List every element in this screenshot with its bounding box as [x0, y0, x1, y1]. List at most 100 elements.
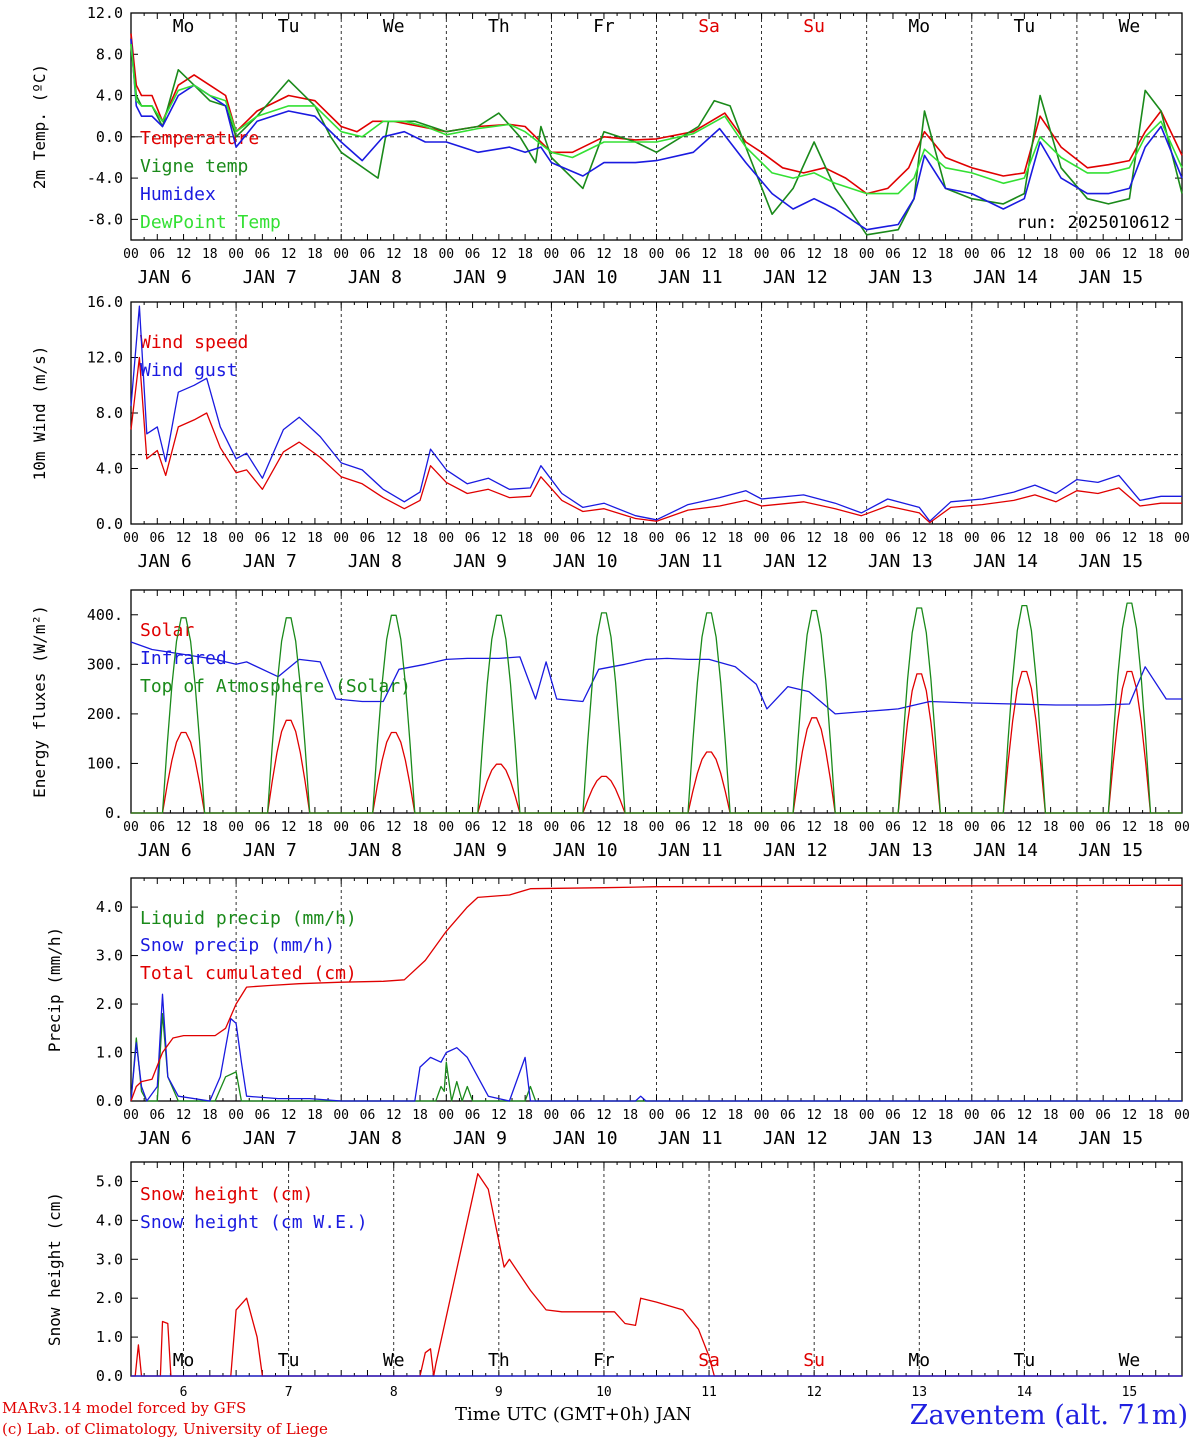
weekday-label: Fr — [593, 1350, 615, 1371]
series-line — [130, 884, 1183, 1102]
hour-label: 06 — [780, 1108, 796, 1123]
hour-label: 00 — [438, 531, 454, 546]
y-tick-label: 2.0 — [96, 995, 123, 1013]
hour-label: 00 — [964, 820, 980, 835]
hour-label: 00 — [754, 820, 770, 835]
hour-label: 18 — [307, 820, 323, 835]
hour-label: 18 — [202, 247, 218, 262]
hour-label: 06 — [255, 247, 271, 262]
hour-label: 00 — [649, 820, 665, 835]
hour-label: 18 — [412, 531, 428, 546]
date-label: JAN 13 — [868, 551, 933, 572]
date-label: JAN 15 — [1078, 267, 1143, 288]
legend-entry: Solar — [140, 620, 194, 641]
y-tick-label: 3.0 — [96, 1250, 123, 1268]
date-label: JAN 8 — [348, 551, 402, 572]
hour-label: 06 — [465, 1108, 481, 1123]
date-label: JAN 15 — [1078, 1128, 1143, 1149]
date-label: JAN 14 — [973, 551, 1038, 572]
hour-label: 12 — [596, 820, 612, 835]
hour-label: 18 — [938, 1108, 954, 1123]
hour-label: 12 — [1017, 247, 1033, 262]
weekday-label: Fr — [593, 16, 615, 37]
legend-entry: Liquid precip (mm/h) — [140, 908, 357, 929]
hour-label: 00 — [859, 1108, 875, 1123]
date-label: JAN 9 — [453, 840, 507, 861]
y-axis-label: Energy fluxes (W/m²) — [30, 605, 49, 798]
hour-label: 18 — [833, 1108, 849, 1123]
weekday-label: Th — [488, 16, 510, 37]
day-number-label: 13 — [911, 1385, 927, 1400]
hour-label: 00 — [964, 531, 980, 546]
y-tick-label: 0.0 — [96, 1092, 123, 1110]
date-label: JAN 8 — [348, 1128, 402, 1149]
date-label: JAN 10 — [553, 1128, 618, 1149]
hour-label: 18 — [938, 531, 954, 546]
day-number-label: 14 — [1017, 1385, 1033, 1400]
hour-label: 00 — [964, 1108, 980, 1123]
date-label: JAN 13 — [868, 267, 933, 288]
hour-label: 00 — [964, 247, 980, 262]
hour-label: 00 — [859, 247, 875, 262]
hour-label: 12 — [491, 820, 507, 835]
run-label: run: 2025010612 — [1016, 213, 1170, 233]
series-line — [130, 356, 1182, 524]
y-tick-label: 1.0 — [96, 1328, 123, 1346]
legend-entry: Wind gust — [140, 360, 238, 381]
series-line — [130, 38, 1183, 231]
hour-label: 06 — [990, 1108, 1006, 1123]
hour-label: 12 — [806, 820, 822, 835]
hour-label: 06 — [675, 531, 691, 546]
hour-label: 18 — [412, 1108, 428, 1123]
hour-label: 06 — [885, 820, 901, 835]
hour-label: 12 — [701, 531, 717, 546]
date-label: JAN 6 — [138, 267, 192, 288]
y-tick-label: 0. — [105, 804, 123, 822]
hour-label: 06 — [149, 820, 165, 835]
hour-label: 12 — [596, 1108, 612, 1123]
y-tick-label: 0.0 — [96, 128, 123, 146]
hour-label: 06 — [570, 247, 586, 262]
hour-label: 18 — [833, 247, 849, 262]
y-tick-label: 5.0 — [96, 1172, 123, 1190]
hour-label: 18 — [938, 820, 954, 835]
hour-label: 18 — [622, 1108, 638, 1123]
weekday-label: Su — [803, 1350, 825, 1371]
hour-label: 00 — [649, 247, 665, 262]
lab-credit: (c) Lab. of Climatology, University of L… — [2, 1420, 328, 1438]
model-credit: MARv3.14 model forced by GFS — [2, 1399, 247, 1417]
date-label: JAN 9 — [453, 267, 507, 288]
y-tick-label: 200. — [87, 705, 123, 723]
hour-label: 12 — [701, 820, 717, 835]
hour-label: 18 — [307, 531, 323, 546]
hour-label: 00 — [228, 820, 244, 835]
hour-label: 00 — [333, 820, 349, 835]
hour-label: 06 — [360, 247, 376, 262]
hour-label: 00 — [754, 247, 770, 262]
date-label: JAN 14 — [973, 840, 1038, 861]
hour-label: 18 — [202, 820, 218, 835]
date-label: JAN 6 — [138, 840, 192, 861]
y-tick-label: 16.0 — [87, 293, 123, 311]
legend-entry: Snow precip (mm/h) — [140, 935, 335, 956]
hour-label: 12 — [386, 1108, 402, 1123]
series-line — [130, 993, 1182, 1102]
hour-label: 06 — [570, 820, 586, 835]
day-number-label: 11 — [701, 1385, 717, 1400]
weekday-label: Mo — [173, 1350, 195, 1371]
y-tick-label: -4.0 — [87, 169, 123, 187]
hour-label: 00 — [123, 820, 139, 835]
hour-label: 06 — [1095, 247, 1111, 262]
hour-label: 12 — [281, 531, 297, 546]
hour-label: 00 — [1069, 1108, 1085, 1123]
weekday-label: Tu — [1014, 1350, 1036, 1371]
hour-label: 06 — [1095, 531, 1111, 546]
hour-label: 00 — [333, 1108, 349, 1123]
hour-label: 00 — [649, 531, 665, 546]
date-label: JAN 6 — [138, 1128, 192, 1149]
hour-label: 00 — [438, 1108, 454, 1123]
hour-label: 18 — [1043, 820, 1059, 835]
hour-label: 12 — [911, 531, 927, 546]
legend-entry: Snow height (cm) — [140, 1184, 313, 1205]
